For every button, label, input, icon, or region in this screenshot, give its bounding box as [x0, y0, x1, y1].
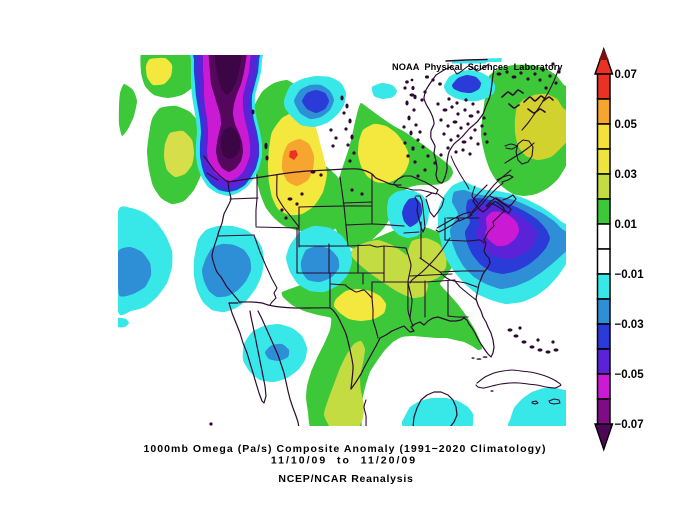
svg-text:0.07: 0.07 — [615, 69, 637, 81]
svg-text:−0.07: −0.07 — [615, 419, 644, 431]
svg-text:NOAA Physical Sciences Laborat: NOAA Physical Sciences Laboratory — [392, 62, 563, 72]
svg-text:1000mb Omega (Pa/s) Composite: 1000mb Omega (Pa/s) Composite Anomaly (1… — [144, 443, 547, 455]
svg-text:11/10/09 to 11/20/09: 11/10/09 to 11/20/09 — [271, 455, 417, 467]
svg-text:−0.03: −0.03 — [615, 319, 644, 331]
svg-text:−0.01: −0.01 — [615, 269, 645, 281]
svg-text:0.05: 0.05 — [615, 119, 638, 131]
svg-text:0.03: 0.03 — [615, 169, 637, 181]
svg-text:0.01: 0.01 — [615, 219, 638, 231]
svg-text:−0.05: −0.05 — [615, 369, 645, 381]
svg-text:NCEP/NCAR Reanalysis: NCEP/NCAR Reanalysis — [278, 473, 413, 485]
